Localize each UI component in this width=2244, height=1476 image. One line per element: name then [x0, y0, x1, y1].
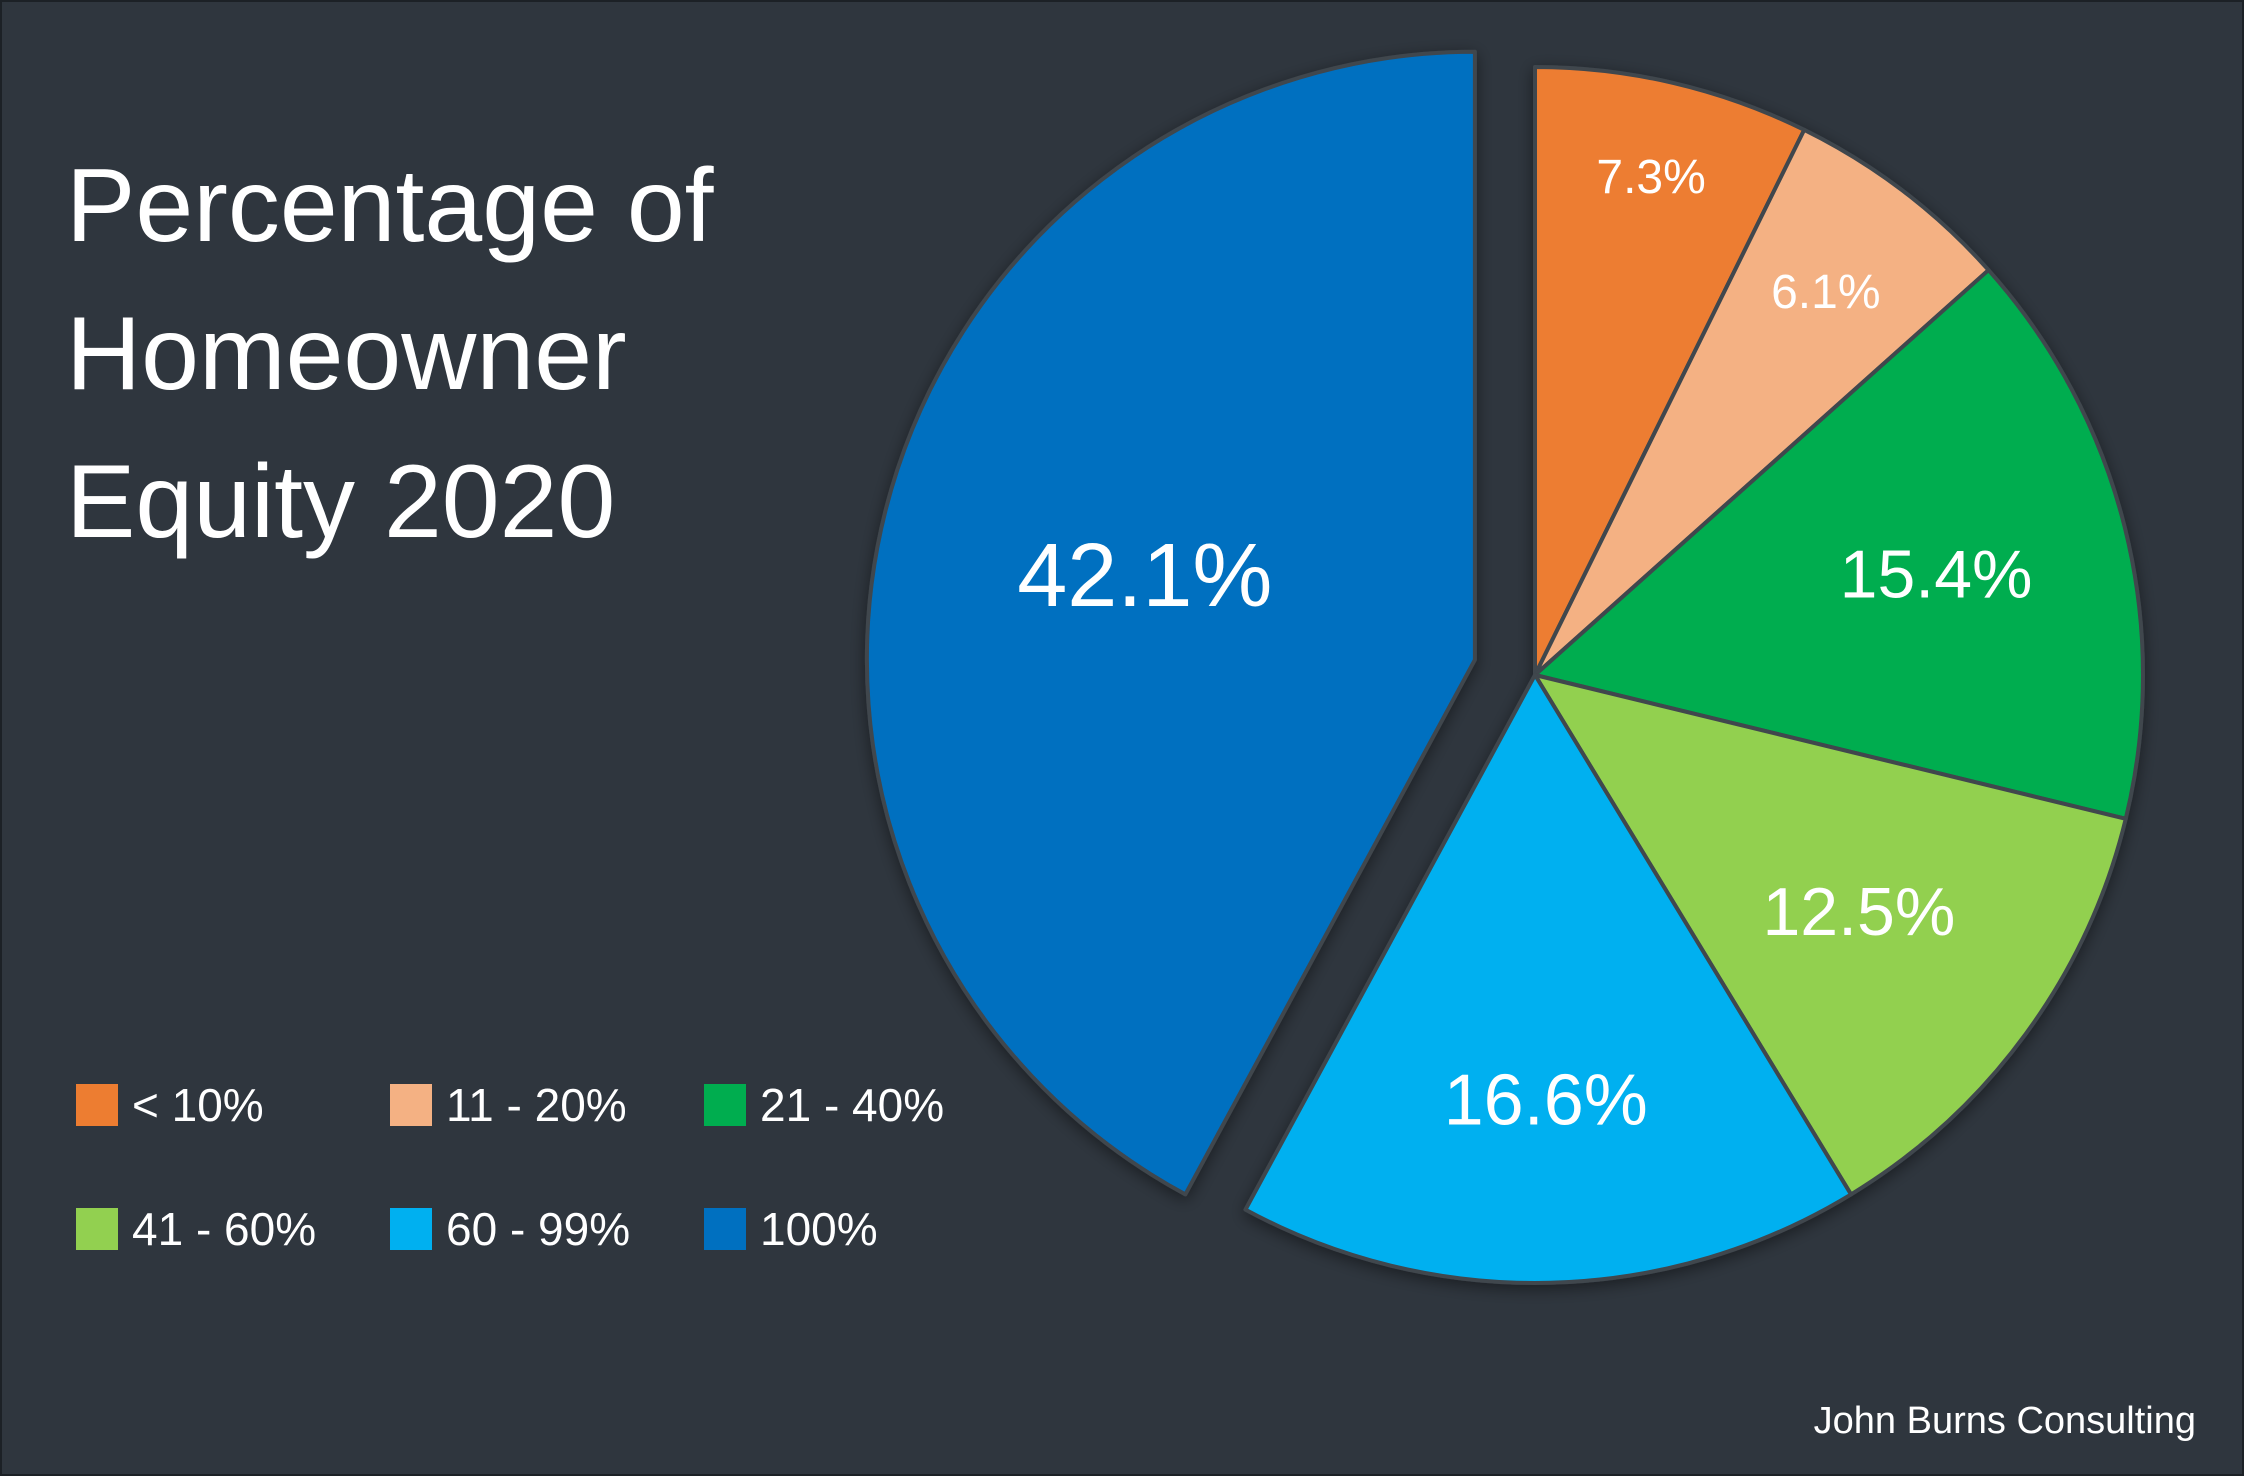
- legend-label-1: < 10%: [132, 1079, 264, 1131]
- source-credit: John Burns Consulting: [1813, 1400, 2196, 1442]
- legend-swatch-2: [390, 1084, 432, 1126]
- legend-label-2: 11 - 20%: [446, 1079, 627, 1131]
- data-label-4: 12.5%: [1762, 874, 1955, 950]
- legend-label-5: 60 - 99%: [446, 1203, 631, 1255]
- pie-slice-1: [1533, 65, 1807, 677]
- pie-slice-2: [1533, 127, 1991, 677]
- data-label-6: 42.1%: [1017, 526, 1272, 626]
- legend-item-2: 11 - 20%: [390, 1079, 704, 1131]
- legend-item-5: 60 - 99%: [390, 1203, 704, 1255]
- legend-swatch-1: [76, 1084, 118, 1126]
- legend-label-4: 41 - 60%: [132, 1203, 317, 1255]
- legend-swatch-3: [704, 1084, 746, 1126]
- legend-item-3: 21 - 40%: [704, 1079, 996, 1131]
- pie-slice-4: [1533, 673, 2128, 1197]
- data-label-3: 15.4%: [1840, 537, 2033, 613]
- title-line-3: Equity 2020: [66, 444, 616, 560]
- legend-label-6: 100%: [760, 1203, 878, 1255]
- pie-slice-6: [864, 49, 1477, 1197]
- legend-item-4: 41 - 60%: [76, 1203, 390, 1255]
- data-label-5: 16.6%: [1444, 1060, 1648, 1140]
- data-label-2: 6.1%: [1771, 266, 1880, 319]
- pie-slice-3: [1533, 268, 2145, 821]
- pie-slice-5: [1243, 673, 1854, 1285]
- data-label-1: 7.3%: [1596, 151, 1705, 204]
- legend: < 10% 11 - 20% 21 - 40% 41 - 60% 60 - 99% 100…: [76, 1079, 996, 1255]
- legend-swatch-6: [704, 1208, 746, 1250]
- legend-item-6: 100%: [704, 1203, 996, 1255]
- legend-swatch-5: [390, 1208, 432, 1250]
- legend-item-1: < 10%: [76, 1079, 390, 1131]
- title-line-2: Homeowner: [66, 296, 627, 412]
- title-line-1: Percentage of: [66, 148, 714, 264]
- legend-label-3: 21 - 40%: [760, 1079, 945, 1131]
- chart-title: Percentage of Homeowner Equity 2020: [66, 132, 714, 576]
- legend-swatch-4: [76, 1208, 118, 1250]
